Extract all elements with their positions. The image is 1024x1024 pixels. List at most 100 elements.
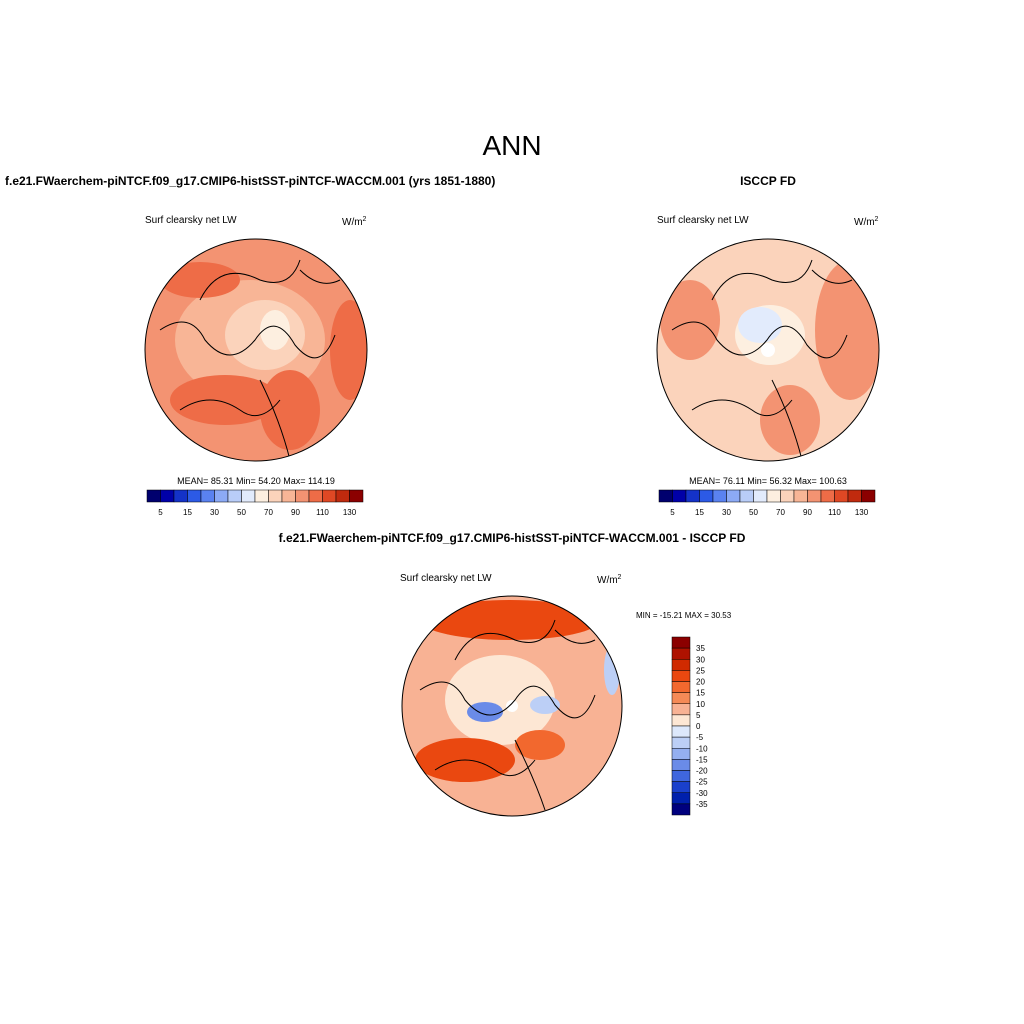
panel-heading: f.e21.FWaerchem-piNTCF.f09_g17.CMIP6-his… xyxy=(5,174,495,188)
colorbar-label: -20 xyxy=(696,767,708,776)
colorbar-box xyxy=(214,489,229,503)
colorbar-box xyxy=(671,670,691,682)
units-text: W/m xyxy=(597,575,618,586)
map-border xyxy=(656,238,880,462)
colorbar-box xyxy=(658,489,673,503)
units-sup: 2 xyxy=(618,574,622,581)
stats: MEAN= 85.31 Min= 54.20 Max= 114.19 xyxy=(177,476,335,486)
units: W/m2 xyxy=(854,216,879,228)
units-sup: 2 xyxy=(875,216,879,223)
colorbar-box xyxy=(671,803,691,816)
colorbar-label: 130 xyxy=(343,508,357,517)
colorbar-label: 30 xyxy=(722,508,731,517)
colorbar-box xyxy=(739,489,754,503)
colorbar-label: 30 xyxy=(210,508,219,517)
colorbar-label: 50 xyxy=(237,508,246,517)
map-border xyxy=(144,238,368,462)
colorbar-label: 90 xyxy=(803,508,812,517)
colorbar-label: 30 xyxy=(696,655,705,664)
colorbar-label: 110 xyxy=(316,508,329,517)
colorbar-label: -35 xyxy=(696,800,708,809)
colorbar-label: 110 xyxy=(828,508,841,517)
colorbar-box xyxy=(780,489,795,503)
colorbar-label: -30 xyxy=(696,789,708,798)
colorbar-label: 10 xyxy=(696,700,705,709)
variable-label: Surf clearsky net LW xyxy=(400,573,492,584)
colorbar-box xyxy=(672,489,687,503)
colorbar-label: 0 xyxy=(696,722,701,731)
colorbar-box xyxy=(671,736,691,749)
colorbar-box xyxy=(254,489,269,503)
colorbar-label: -5 xyxy=(696,733,704,742)
figure-title: ANN xyxy=(482,130,541,161)
colorbar-label: 5 xyxy=(696,711,701,720)
colorbar-box xyxy=(349,489,364,503)
colorbar-box xyxy=(807,489,822,503)
colorbar-box xyxy=(793,489,808,503)
colorbar-box xyxy=(268,489,283,503)
colorbar-box xyxy=(861,489,876,503)
stats: MEAN= 76.11 Min= 56.32 Max= 100.63 xyxy=(689,476,847,486)
colorbar-label: 20 xyxy=(696,678,705,687)
colorbar-box xyxy=(281,489,296,503)
colorbar-box xyxy=(820,489,835,503)
units: W/m2 xyxy=(597,574,622,586)
colorbar-box xyxy=(146,489,161,503)
colorbar-box xyxy=(671,781,691,793)
colorbar-box xyxy=(671,681,691,693)
colorbar-box xyxy=(322,489,337,503)
colorbar-box xyxy=(699,489,714,503)
colorbar-box xyxy=(834,489,849,503)
map-border xyxy=(401,595,623,817)
colorbar-label: 5 xyxy=(670,508,675,517)
colorbar-label: 15 xyxy=(696,689,705,698)
colorbar-label: -10 xyxy=(696,744,708,753)
colorbar-box xyxy=(335,489,350,503)
colorbar-box xyxy=(753,489,768,503)
colorbar-box xyxy=(847,489,862,503)
variable-label: Surf clearsky net LW xyxy=(145,215,237,226)
colorbar-box xyxy=(295,489,310,503)
colorbar-box xyxy=(671,792,691,805)
colorbar-box xyxy=(671,759,691,771)
units-sup: 2 xyxy=(363,216,367,223)
map xyxy=(145,239,367,461)
colorbar-box xyxy=(766,489,781,503)
colorbar-box xyxy=(200,489,215,503)
colorbar-label: -25 xyxy=(696,778,708,787)
colorbar-box xyxy=(241,489,256,503)
colorbar-box xyxy=(671,659,691,671)
colorbar-label: 130 xyxy=(855,508,869,517)
panel-heading: ISCCP FD xyxy=(740,174,796,188)
colorbar-label: 70 xyxy=(264,508,273,517)
colorbar-box xyxy=(187,489,202,503)
colorbar-label: 15 xyxy=(695,508,704,517)
colorbar-box xyxy=(160,489,175,503)
colorbar-box xyxy=(671,692,691,704)
colorbar-label: 5 xyxy=(158,508,163,517)
colorbar-box xyxy=(685,489,700,503)
colorbar-box xyxy=(173,489,188,503)
colorbar-box xyxy=(671,647,691,660)
colorbar-label: 25 xyxy=(696,666,705,675)
colorbar-box xyxy=(671,714,691,727)
colorbar-label: 15 xyxy=(183,508,192,517)
map xyxy=(402,596,622,816)
units-text: W/m xyxy=(342,217,363,228)
colorbar-box xyxy=(671,748,691,760)
colorbar-label: 70 xyxy=(776,508,785,517)
variable-label: Surf clearsky net LW xyxy=(657,215,749,226)
colorbar-box xyxy=(671,636,691,649)
map xyxy=(657,239,879,461)
colorbar-label: 35 xyxy=(696,644,705,653)
colorbar-box xyxy=(227,489,242,503)
colorbar-box xyxy=(712,489,727,503)
colorbar-label: 50 xyxy=(749,508,758,517)
colorbar-box xyxy=(671,770,691,782)
units: W/m2 xyxy=(342,216,367,228)
units-text: W/m xyxy=(854,217,875,228)
colorbar-box xyxy=(726,489,741,503)
colorbar-box xyxy=(671,703,691,716)
